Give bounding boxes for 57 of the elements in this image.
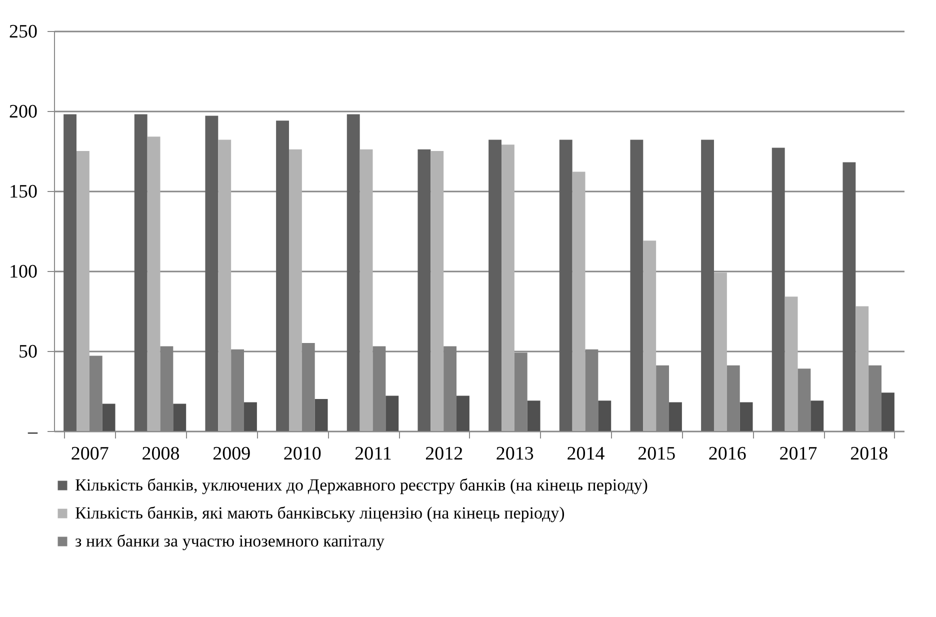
bar	[810, 400, 824, 431]
y-tick-label: 200	[9, 102, 38, 122]
bar	[842, 162, 856, 431]
x-tick-label: 2016	[708, 444, 746, 464]
x-tick-label: 2010	[283, 444, 322, 464]
bar	[559, 140, 572, 431]
bar	[714, 272, 727, 431]
bar	[527, 400, 540, 431]
bar	[456, 396, 470, 431]
bar	[643, 240, 656, 431]
x-tick-label: 2011	[354, 444, 392, 464]
bar	[598, 400, 612, 431]
bar	[740, 402, 753, 431]
bar	[102, 404, 116, 431]
x-tick-label: 2007	[70, 444, 109, 464]
bar	[418, 149, 431, 431]
x-tick-label: 2018	[850, 444, 888, 464]
bar	[244, 402, 257, 431]
x-tick-label: 2012	[425, 444, 464, 464]
bar	[346, 114, 360, 431]
y-tick-label: 100	[9, 262, 38, 282]
bar	[147, 136, 160, 431]
bar	[669, 402, 682, 431]
bar	[772, 148, 785, 431]
x-tick-label: 2008	[142, 444, 180, 464]
x-tick-label: 2009	[212, 444, 251, 464]
y-tick-label: 50	[18, 342, 38, 362]
bar	[360, 149, 373, 431]
y-tick-label: 150	[9, 182, 38, 202]
y-tick-label: –	[27, 422, 38, 442]
bar	[430, 151, 444, 431]
bar	[572, 172, 586, 431]
legend-label: Кількість банків, які мають банківську ліцензію (на кінець періоду)	[75, 504, 565, 522]
bar	[288, 149, 302, 431]
x-tick-label: 2014	[566, 444, 606, 464]
legend-label: з них банки за участю іноземного капіталу	[75, 532, 386, 550]
bar	[701, 140, 714, 431]
bar	[173, 404, 186, 431]
bar	[882, 392, 894, 431]
x-tick-label: 2015	[638, 444, 676, 464]
y-tick-label: 250	[9, 22, 38, 42]
x-tick-label: 2017	[779, 444, 818, 464]
legend-label: Кількість банків, уключених до Державного реєстру банків (на кінець періоду)	[75, 476, 648, 494]
bar	[134, 114, 148, 431]
bar	[630, 140, 644, 431]
bar	[386, 396, 399, 431]
bar	[856, 306, 869, 431]
bar	[218, 140, 232, 431]
bar	[314, 399, 328, 431]
bar	[64, 114, 76, 431]
x-tick-label: 2013	[496, 444, 534, 464]
bar	[76, 151, 90, 431]
bar	[784, 296, 798, 431]
bar	[205, 116, 218, 431]
bar	[488, 140, 502, 431]
bar	[276, 120, 289, 431]
bar	[501, 144, 514, 431]
